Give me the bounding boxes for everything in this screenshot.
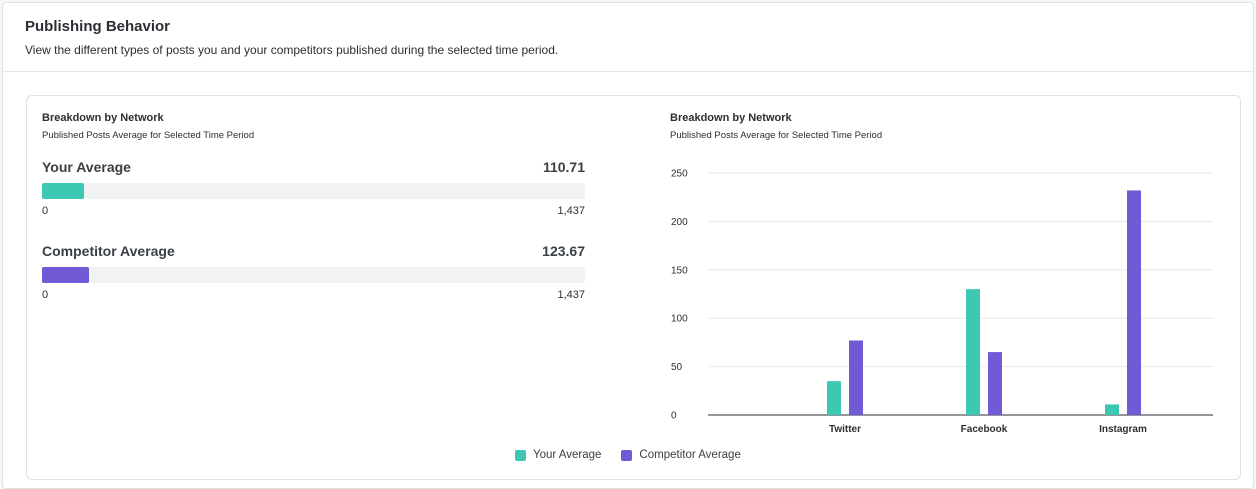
your-average-fill — [42, 183, 84, 199]
right-section-subtitle: Published Posts Average for Selected Tim… — [670, 130, 883, 141]
your-average-track — [42, 183, 585, 199]
x-tick-label-facebook: Facebook — [961, 424, 1008, 435]
left-section-subtitle: Published Posts Average for Selected Tim… — [42, 130, 255, 141]
network-breakdown: Breakdown by Network Published Posts Ave… — [670, 112, 1230, 141]
panel-title: Publishing Behavior — [25, 18, 171, 35]
legend-label-competitor-average: Competitor Average — [639, 449, 741, 461]
competitor-average-metric: Competitor Average 123.67 0 1,437 — [42, 243, 585, 301]
competitor-average-track — [42, 267, 585, 283]
y-tick-label: 150 — [671, 265, 688, 276]
network-bar-chart: 0 50 100 150 200 250 Twitter Facebook Instagram — [671, 169, 1213, 435]
bar-instagram-your-average[interactable] — [1105, 404, 1119, 415]
x-tick-label-twitter: Twitter — [829, 424, 861, 435]
breakdown-card: Breakdown by Network Published Posts Ave… — [26, 95, 1241, 480]
y-tick-label: 0 — [671, 411, 677, 422]
your-average-value: 110.71 — [542, 159, 585, 175]
competitor-average-label: Competitor Average — [42, 243, 175, 259]
average-breakdown: Breakdown by Network Published Posts Ave… — [42, 112, 587, 301]
bar-twitter-your-average[interactable] — [827, 381, 841, 415]
your-average-max: 1,437 — [557, 205, 585, 217]
legend-swatch-competitor-average — [621, 449, 633, 461]
competitor-average-value: 123.67 — [542, 243, 585, 259]
legend-label-your-average: Your Average — [533, 449, 602, 461]
legend-item-your-average[interactable]: Your Average — [515, 449, 601, 461]
your-average-label: Your Average — [42, 159, 131, 175]
bar-facebook-competitor-average[interactable] — [988, 352, 1002, 415]
legend-item-competitor-average[interactable]: Competitor Average — [621, 449, 741, 461]
y-tick-label: 200 — [671, 217, 688, 228]
bar-facebook-your-average[interactable] — [966, 289, 980, 415]
panel-subtitle: View the different types of posts you an… — [25, 43, 559, 57]
y-tick-label: 50 — [671, 362, 683, 373]
right-section-title: Breakdown by Network — [670, 112, 792, 124]
legend-swatch-your-average — [515, 449, 526, 461]
competitor-average-min: 0 — [42, 289, 49, 301]
competitor-average-fill — [42, 267, 89, 283]
your-average-metric: Your Average 110.71 0 1,437 — [42, 159, 585, 217]
y-tick-label: 250 — [671, 169, 688, 180]
bar-twitter-competitor-average[interactable] — [849, 340, 863, 415]
panel-header: Publishing Behavior View the different t… — [3, 3, 1253, 72]
bar-instagram-competitor-average[interactable] — [1127, 190, 1141, 415]
your-average-min: 0 — [42, 205, 49, 217]
x-tick-label-instagram: Instagram — [1099, 424, 1147, 435]
y-tick-label: 100 — [671, 314, 688, 325]
left-section-title: Breakdown by Network — [42, 112, 164, 124]
competitor-average-max: 1,437 — [557, 289, 585, 301]
chart-legend: Your Average Competitor Average — [515, 449, 741, 461]
